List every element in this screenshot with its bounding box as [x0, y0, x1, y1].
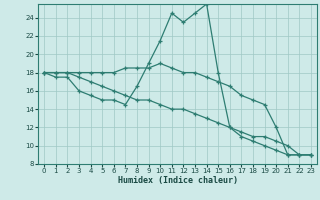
X-axis label: Humidex (Indice chaleur): Humidex (Indice chaleur): [118, 176, 238, 185]
